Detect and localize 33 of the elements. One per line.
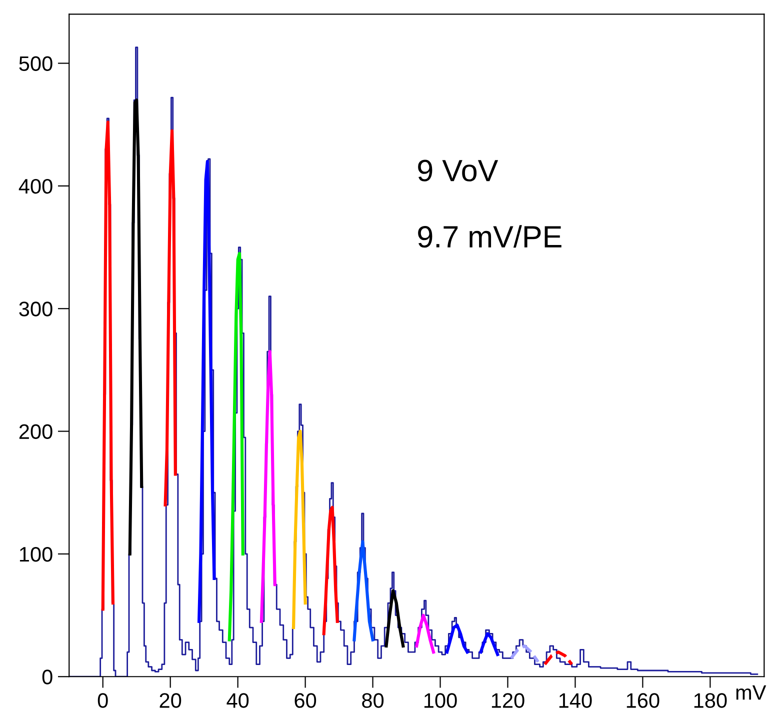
- line-series: [479, 632, 500, 656]
- x-tick-label: 20: [160, 693, 182, 708]
- x-axis-title: mV: [736, 685, 766, 700]
- line-series: [415, 614, 436, 654]
- line-series: [322, 506, 339, 636]
- x-tick-label: 40: [226, 693, 249, 708]
- line-series: [228, 252, 244, 642]
- line-series: [510, 644, 540, 664]
- x-tick-label: 0: [98, 693, 108, 708]
- y-tick-label: 300: [19, 302, 52, 316]
- line-series: [197, 160, 216, 623]
- line-series: [445, 624, 469, 654]
- annotation: 9.7 mV/PE: [418, 225, 562, 248]
- x-tick-label: 180: [694, 693, 727, 708]
- y-tick-label: 200: [19, 424, 52, 440]
- annotation: 9 VoV: [418, 160, 498, 182]
- y-tick-label: 400: [18, 178, 52, 194]
- y-tick-label: 0: [42, 670, 52, 684]
- line-series: [384, 589, 405, 648]
- line-series: [292, 430, 307, 630]
- line-series: [352, 540, 374, 642]
- y-tick-label: 500: [19, 56, 52, 72]
- x-tick-label: 120: [492, 693, 524, 708]
- y-tick-label: 100: [20, 546, 52, 562]
- line-series: [101, 120, 115, 611]
- line-series: [128, 98, 144, 556]
- x-tick-label: 160: [626, 693, 660, 708]
- x-tick-label: 100: [424, 693, 457, 708]
- line-series: [164, 129, 177, 506]
- x-tick-label: 60: [294, 693, 316, 708]
- x-tick-label: 80: [362, 693, 384, 708]
- x-tick-label: 140: [559, 693, 592, 708]
- line-series: [260, 350, 276, 623]
